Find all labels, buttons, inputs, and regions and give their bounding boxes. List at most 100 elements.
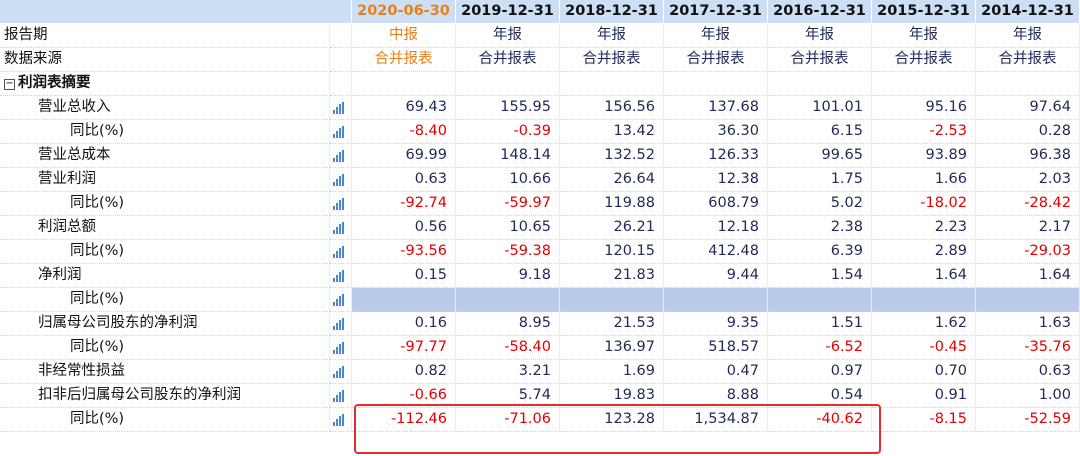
label-text: 同比(%) — [70, 291, 125, 307]
value-cell: 95.16 — [872, 96, 976, 120]
value-cell: 2.38 — [768, 216, 872, 240]
label-text: 净利润 — [38, 267, 82, 283]
header-blank — [0, 0, 352, 24]
icon-cell — [330, 216, 352, 240]
meta-cell: 中报 — [352, 24, 456, 48]
value-cell: -71.06 — [456, 408, 560, 432]
value-cell: 9.44 — [664, 264, 768, 288]
row-label: 营业总成本 — [0, 144, 330, 168]
value-cell: 13.42 — [560, 120, 664, 144]
label-text: 利润表摘要 — [18, 75, 91, 91]
row-label: 同比(%) — [0, 288, 330, 312]
column-date: 2019-12-31 — [456, 0, 560, 24]
chart-icon[interactable] — [333, 270, 345, 282]
row-label: 营业总收入 — [0, 96, 330, 120]
label-text: 归属母公司股东的净利润 — [38, 315, 198, 331]
label-text: 同比(%) — [70, 243, 125, 259]
chart-icon[interactable] — [333, 126, 345, 138]
row-label: 扣非后归属母公司股东的净利润 — [0, 384, 330, 408]
value-cell: 1.75 — [768, 168, 872, 192]
row-label: 数据来源 — [0, 48, 330, 72]
collapse-toggle[interactable]: − — [4, 78, 15, 90]
empty-cell — [352, 72, 456, 96]
empty-cell — [456, 288, 560, 312]
value-cell: 10.65 — [456, 216, 560, 240]
label-text: 非经常性损益 — [38, 363, 125, 379]
value-cell: 96.38 — [976, 144, 1080, 168]
column-date: 2015-12-31 — [872, 0, 976, 24]
meta-cell: 年报 — [976, 24, 1080, 48]
icon-cell — [330, 240, 352, 264]
column-date: 2016-12-31 — [768, 0, 872, 24]
value-cell: 2.03 — [976, 168, 1080, 192]
value-cell: 5.74 — [456, 384, 560, 408]
row-label: 同比(%) — [0, 192, 330, 216]
empty-cell — [560, 72, 664, 96]
chart-icon[interactable] — [333, 390, 345, 402]
chart-icon[interactable] — [333, 366, 345, 378]
chart-icon[interactable] — [333, 246, 345, 258]
row-label: 净利润 — [0, 264, 330, 288]
value-cell: 137.68 — [664, 96, 768, 120]
meta-cell: 年报 — [560, 24, 664, 48]
value-cell: -8.15 — [872, 408, 976, 432]
value-cell: 69.99 — [352, 144, 456, 168]
empty-cell — [872, 288, 976, 312]
value-cell: 0.70 — [872, 360, 976, 384]
chart-icon[interactable] — [333, 294, 345, 306]
value-cell: 21.83 — [560, 264, 664, 288]
chart-icon[interactable] — [333, 318, 345, 330]
value-cell: 3.21 — [456, 360, 560, 384]
chart-icon[interactable] — [333, 414, 345, 426]
value-cell: 412.48 — [664, 240, 768, 264]
value-cell: 0.63 — [352, 168, 456, 192]
chart-icon[interactable] — [333, 342, 345, 354]
meta-cell: 合并报表 — [872, 48, 976, 72]
empty-cell — [456, 72, 560, 96]
value-cell: 21.53 — [560, 312, 664, 336]
chart-icon[interactable] — [333, 102, 345, 114]
chart-icon[interactable] — [333, 174, 345, 186]
chart-icon[interactable] — [333, 222, 345, 234]
label-text: 营业利润 — [38, 171, 96, 187]
value-cell: 119.88 — [560, 192, 664, 216]
value-cell: 6.39 — [768, 240, 872, 264]
icon-cell — [330, 264, 352, 288]
value-cell: 0.63 — [976, 360, 1080, 384]
empty-cell — [560, 288, 664, 312]
value-cell: -28.42 — [976, 192, 1080, 216]
icon-cell — [330, 168, 352, 192]
icon-cell — [330, 144, 352, 168]
label-text: 同比(%) — [70, 411, 125, 427]
label-text: 营业总成本 — [38, 147, 111, 163]
value-cell: 8.95 — [456, 312, 560, 336]
label-text: 数据来源 — [4, 51, 62, 67]
value-cell: 1.62 — [872, 312, 976, 336]
empty-cell — [872, 72, 976, 96]
value-cell: 148.14 — [456, 144, 560, 168]
column-date: 2020-06-30 — [352, 0, 456, 24]
value-cell: -8.40 — [352, 120, 456, 144]
empty-cell — [352, 288, 456, 312]
value-cell: 19.83 — [560, 384, 664, 408]
value-cell: 0.56 — [352, 216, 456, 240]
value-cell: 1.63 — [976, 312, 1080, 336]
value-cell: 0.15 — [352, 264, 456, 288]
chart-icon[interactable] — [333, 198, 345, 210]
value-cell: 156.56 — [560, 96, 664, 120]
value-cell: 93.89 — [872, 144, 976, 168]
value-cell: 155.95 — [456, 96, 560, 120]
chart-icon[interactable] — [333, 150, 345, 162]
value-cell: 9.35 — [664, 312, 768, 336]
meta-cell: 年报 — [872, 24, 976, 48]
value-cell: 0.16 — [352, 312, 456, 336]
value-cell: 26.21 — [560, 216, 664, 240]
icon-cell — [330, 72, 352, 96]
value-cell: -112.46 — [352, 408, 456, 432]
value-cell: 10.66 — [456, 168, 560, 192]
value-cell: -35.76 — [976, 336, 1080, 360]
value-cell: 1,534.87 — [664, 408, 768, 432]
meta-cell: 合并报表 — [456, 48, 560, 72]
value-cell: -6.52 — [768, 336, 872, 360]
value-cell: -0.45 — [872, 336, 976, 360]
